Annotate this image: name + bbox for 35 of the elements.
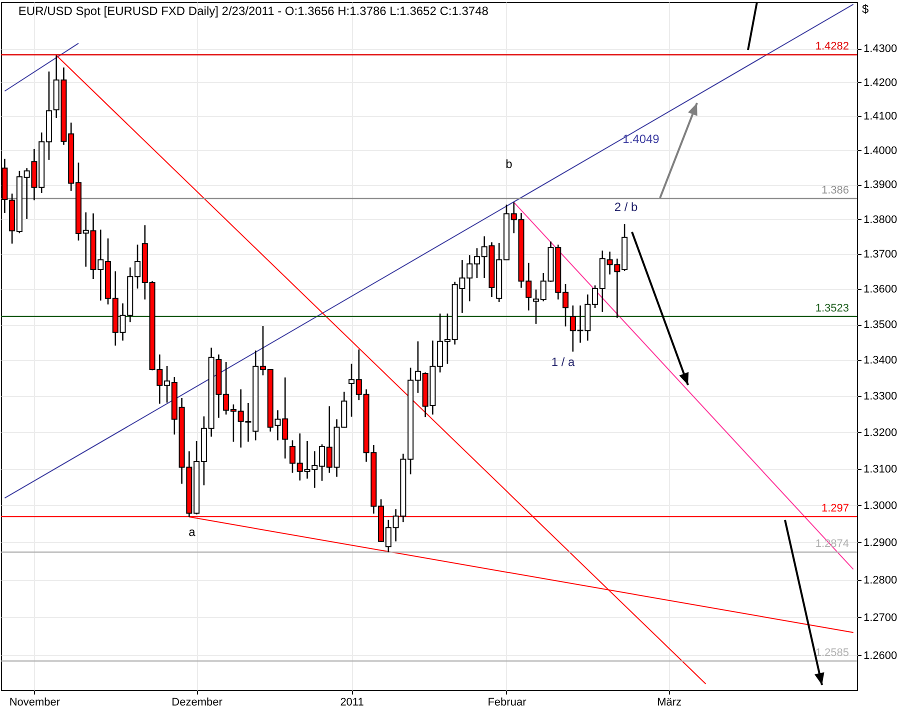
annotation: 2 / b xyxy=(614,200,638,214)
x-tick-label: Februar xyxy=(488,696,527,708)
y-tick-label: 1.4200 xyxy=(864,76,898,89)
x-tick-label: 2011 xyxy=(340,696,364,708)
y-tick-label: 1.3000 xyxy=(864,500,898,512)
x-tick-label: Dezember xyxy=(172,696,223,708)
annotation: 1 / a xyxy=(551,355,575,370)
y-tick-label: 1.3300 xyxy=(864,390,898,403)
y-tick-label: 1.2700 xyxy=(864,612,898,624)
ref-line-label: 1.297 xyxy=(821,502,849,515)
annotation: a xyxy=(188,525,196,540)
annotation: 1.4049 xyxy=(622,132,660,146)
y-tick-label: 1.3500 xyxy=(864,319,898,332)
x-tick-label: November xyxy=(9,696,60,708)
ref-line-label: 1.386 xyxy=(821,184,849,196)
ref-line-label: 1.2585 xyxy=(815,646,849,659)
y-tick-label: 1.4300 xyxy=(864,43,898,56)
annotation: b xyxy=(506,157,513,172)
y-tick-label: 1.3700 xyxy=(864,248,898,261)
y-tick-label: 1.3100 xyxy=(864,463,898,476)
chart-title: EUR/USD Spot [EURUSD FXD Daily] 2/23/2011 - O:1.3656 H:1.3786 L:1.3652 C:1.3748 xyxy=(18,4,489,18)
y-tick-label: 1.3900 xyxy=(864,179,898,192)
ref-line-label: 1.3523 xyxy=(815,302,849,314)
y-tick-label: 1.2900 xyxy=(864,536,898,549)
y-tick-label: 1.3600 xyxy=(864,284,898,296)
y-tick-label: 1.2800 xyxy=(864,574,898,586)
x-tick-label: März xyxy=(657,696,682,708)
y-tick-label: 1.4100 xyxy=(864,110,898,123)
y-tick-label: 1.3800 xyxy=(864,214,898,226)
y-tick-label: 1.3400 xyxy=(864,354,898,367)
y-axis-title: $ xyxy=(862,2,869,16)
ref-line-label: 1.4282 xyxy=(815,40,849,53)
y-tick-label: 1.3200 xyxy=(864,426,898,439)
y-tick-label: 1.2600 xyxy=(864,650,898,662)
y-tick-label: 1.4000 xyxy=(864,144,898,157)
